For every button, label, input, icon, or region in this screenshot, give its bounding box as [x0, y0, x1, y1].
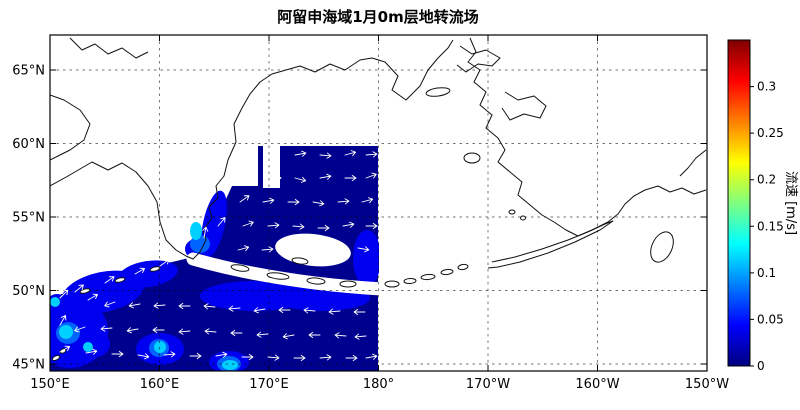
x-tick-label: 170°W — [466, 377, 510, 392]
y-tick-label: 45°N — [12, 358, 45, 373]
colorbar-tick-marks — [750, 86, 754, 367]
x-tick-label: 180° — [363, 377, 394, 392]
coast-topleft — [69, 37, 149, 59]
colorbar-tick-label: 0.2 — [757, 173, 776, 187]
y-tick-label: 65°N — [12, 64, 45, 79]
y-tick-label: 55°N — [12, 211, 45, 226]
speed-field-layer — [50, 146, 379, 371]
coast-alaska-south — [679, 149, 707, 177]
islands — [51, 87, 674, 361]
gridlines — [50, 35, 707, 371]
y-tick-label: 50°N — [12, 284, 45, 299]
x-axis-labels: 150°E 160°E 170°E 180° 170°W 160°W 150°W — [30, 377, 729, 392]
colorbar-tick-label: 0.3 — [757, 80, 776, 94]
speed-field-peak — [50, 222, 238, 370]
chart-title: 阿留申海域1月0m层地转流场 — [277, 8, 479, 26]
colorbar-gradient — [727, 39, 751, 367]
quiver-arrows — [59, 150, 378, 362]
y-tick-label: 60°N — [12, 137, 45, 152]
y-axis-labels: 45°N 50°N 55°N 60°N 65°N — [12, 64, 45, 373]
axis-tick-marks — [49, 35, 708, 371]
x-tick-label: 150°E — [30, 377, 70, 392]
coast-seward — [456, 45, 501, 73]
x-tick-label: 160°W — [575, 377, 619, 392]
coast-siberia-kamchatka — [50, 39, 454, 260]
coast-okhotsk-bay — [50, 94, 91, 161]
colorbar-axis-label: 流速 [m/s] — [783, 171, 798, 235]
coast-norton — [501, 91, 547, 121]
colorbar-tick-label: 0.1 — [757, 266, 776, 280]
coast-alaska-peninsula — [491, 185, 707, 263]
coast-alaska-west — [467, 37, 614, 269]
colorbar-tick-label: 0 — [757, 359, 765, 373]
x-tick-label: 170°E — [249, 377, 289, 392]
colorbar-tick-label: 0.15 — [757, 219, 784, 233]
colorbar-tick-label: 0.25 — [757, 126, 784, 140]
colorbar-tick-labels: 0 0.05 0.1 0.15 0.2 0.25 0.3 — [757, 80, 784, 373]
x-tick-label: 160°E — [140, 377, 180, 392]
coastlines — [50, 37, 707, 361]
colorbar: 0 0.05 0.1 0.15 0.2 0.25 0.3 流速 [m/s] — [727, 39, 798, 373]
colorbar-tick-label: 0.05 — [757, 312, 784, 326]
x-tick-label: 150°W — [685, 377, 729, 392]
